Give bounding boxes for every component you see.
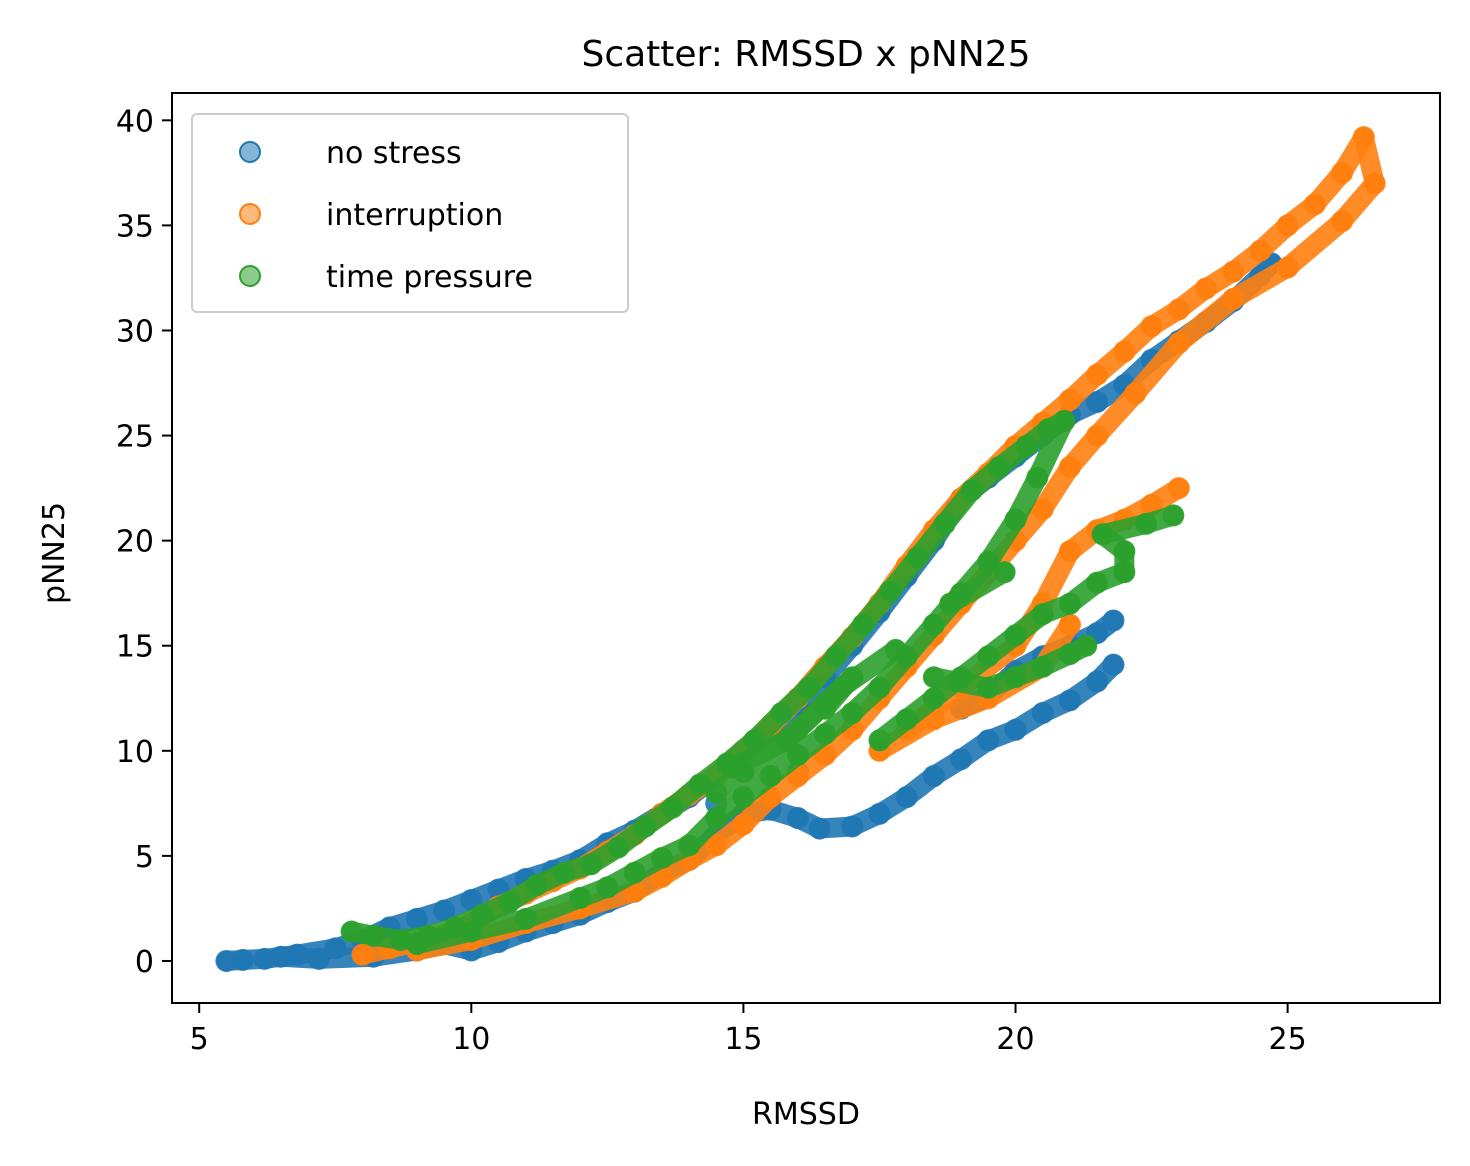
data-trajectory [1223,257,1298,309]
x-tick-label: 10 [452,1022,490,1057]
legend-box [191,113,629,313]
x-axis-label: RMSSD [752,1097,860,1132]
y-tick-label: 0 [135,945,154,980]
series-time-pressure [340,409,1185,956]
y-axis-label: pNN25 [37,502,72,604]
data-trajectory [1059,635,1097,665]
y-tick-label: 10 [116,735,154,770]
y-tick-label: 15 [116,630,154,665]
y-tick-label: 40 [116,104,154,139]
x-tick-label: 25 [1269,1022,1307,1057]
x-tick-label: 15 [724,1022,762,1057]
legend: no stress interruption time pressure [191,113,629,313]
plot-points [215,126,1386,972]
data-trajectory [831,639,906,698]
y-tick-label: 5 [135,840,154,875]
data-trajectory [1125,333,1189,404]
legend-label: no stress [326,136,462,171]
data-trajectory [1136,505,1184,534]
data-trajectory [940,562,1015,614]
x-tick-label: 5 [190,1022,209,1057]
data-trajectory [1087,610,1124,644]
data-trajectory [722,730,797,778]
data-trajectory [406,921,482,955]
y-tick-label: 25 [116,420,154,455]
legend-marker [239,141,261,163]
data-trajectory [1168,288,1244,354]
data-trajectory [1027,410,1075,488]
legend-label: time pressure [326,260,533,295]
chart-title: Scatter: RMSSD x pNN25 [581,34,1030,75]
x-axis-ticks: 5 10 15 20 25 [190,1003,1307,1057]
y-tick-label: 20 [116,525,154,560]
data-trajectory [1087,654,1124,692]
data-trajectory [1141,478,1189,515]
legend-label: interruption [326,198,503,233]
plot-frame [171,92,1441,1004]
data-trajectory [1277,211,1353,278]
y-tick-label: 30 [116,314,154,349]
y-tick-label: 35 [116,209,154,244]
legend-marker [239,265,261,287]
x-tick-label: 20 [996,1022,1034,1057]
legend-marker [239,203,261,225]
data-trajectory [776,677,852,751]
y-axis-ticks: 0 5 10 15 20 25 30 35 40 [116,104,172,980]
